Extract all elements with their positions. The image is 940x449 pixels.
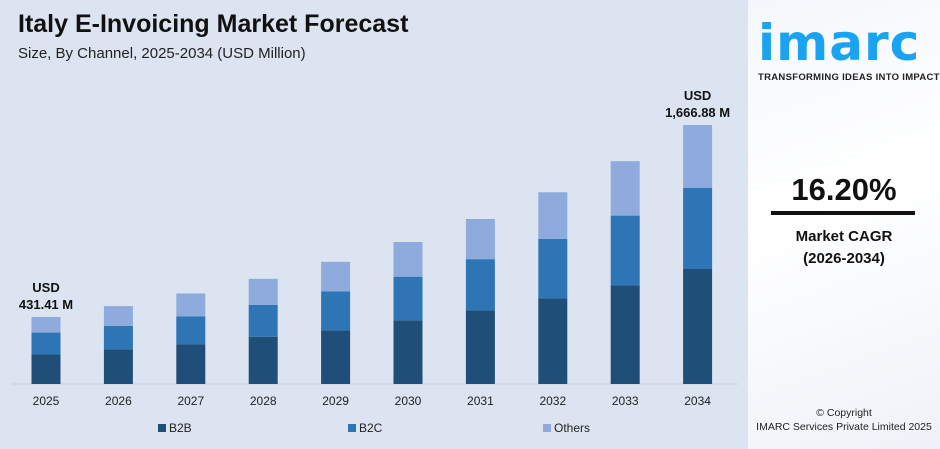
company-name: IMARC Services Private Limited 2025 — [756, 421, 932, 433]
bar-b2c-2032 — [538, 238, 568, 299]
x-tick-label: 2033 — [612, 394, 639, 408]
bar-b2b-2032 — [538, 298, 568, 384]
cagr-label: Market CAGR (2026-2034) — [748, 226, 940, 270]
bar-b2c-2034 — [683, 188, 713, 270]
bar-b2b-2030 — [393, 320, 423, 384]
bar-b2c-2028 — [248, 304, 278, 337]
annotation-value: 1,666.88 M — [665, 105, 730, 120]
bar-b2b-2025 — [31, 354, 61, 384]
bar-others-2029 — [321, 261, 351, 292]
annotation-currency: USD — [684, 88, 711, 103]
annotation-value: 431.41 M — [19, 297, 73, 312]
chart-title: Italy E-Invoicing Market Forecast — [18, 10, 409, 38]
bar-others-2031 — [465, 218, 495, 260]
chart-subtitle: Size, By Channel, 2025-2034 (USD Million… — [18, 45, 306, 62]
x-tick-label: 2030 — [395, 394, 422, 408]
info-panel: imarc TRANSFORMING IDEAS INTO IMPACT 16.… — [748, 0, 940, 449]
imarc-logo: imarc — [758, 14, 921, 72]
bar-b2b-2028 — [248, 336, 278, 384]
bar-b2b-2027 — [176, 344, 206, 384]
divider — [771, 211, 915, 215]
bar-b2c-2030 — [393, 276, 423, 321]
cagr-label-text: Market CAGR — [795, 228, 893, 245]
x-tick-label: 2032 — [539, 394, 566, 408]
bar-others-2032 — [538, 192, 568, 239]
bar-others-2027 — [176, 293, 206, 317]
legend-swatch-b2b — [158, 424, 166, 432]
bar-b2b-2033 — [610, 285, 640, 384]
legend-swatch-b2c — [348, 424, 356, 432]
bar-others-2034 — [683, 124, 713, 189]
bar-b2c-2029 — [321, 291, 351, 331]
stacked-bar-chart: 2025 2026 2027 2028 2029 2030 2031 2032 2033 2034… — [12, 88, 738, 435]
bar-b2c-2027 — [176, 316, 206, 345]
bar-b2b-2031 — [465, 310, 495, 384]
bar-b2c-2026 — [103, 325, 133, 350]
annotation-currency: USD — [32, 280, 59, 295]
bar-others-2030 — [393, 241, 423, 277]
bar-b2b-2034 — [683, 269, 713, 384]
legend-label-others: Others — [554, 421, 590, 435]
copyright: © Copyright IMARC Services Private Limite… — [748, 406, 940, 434]
x-tick-label: 2031 — [467, 394, 494, 408]
bar-b2b-2029 — [321, 330, 351, 384]
x-tick-label: 2028 — [250, 394, 277, 408]
logo-tagline: TRANSFORMING IDEAS INTO IMPACT — [758, 72, 940, 83]
bar-others-2025 — [31, 316, 61, 333]
bar-b2b-2026 — [103, 349, 133, 384]
cagr-value: 16.20% — [791, 172, 897, 207]
copyright-text: © Copyright — [816, 407, 872, 419]
bar-b2c-2033 — [610, 215, 640, 286]
x-tick-label: 2027 — [177, 394, 204, 408]
bar-b2c-2025 — [31, 332, 61, 355]
x-tick-label: 2029 — [322, 394, 349, 408]
x-tick-label: 2025 — [33, 394, 60, 408]
bar-others-2028 — [248, 278, 278, 305]
bar-others-2026 — [103, 306, 133, 326]
x-tick-label: 2034 — [684, 394, 711, 408]
legend-swatch-others — [543, 424, 551, 432]
bar-b2c-2031 — [465, 259, 495, 311]
legend-label-b2c: B2C — [359, 421, 383, 435]
x-tick-label: 2026 — [105, 394, 132, 408]
cagr-period: (2026-2034) — [803, 250, 885, 267]
legend-label-b2b: B2B — [169, 421, 192, 435]
bar-others-2033 — [610, 161, 640, 216]
